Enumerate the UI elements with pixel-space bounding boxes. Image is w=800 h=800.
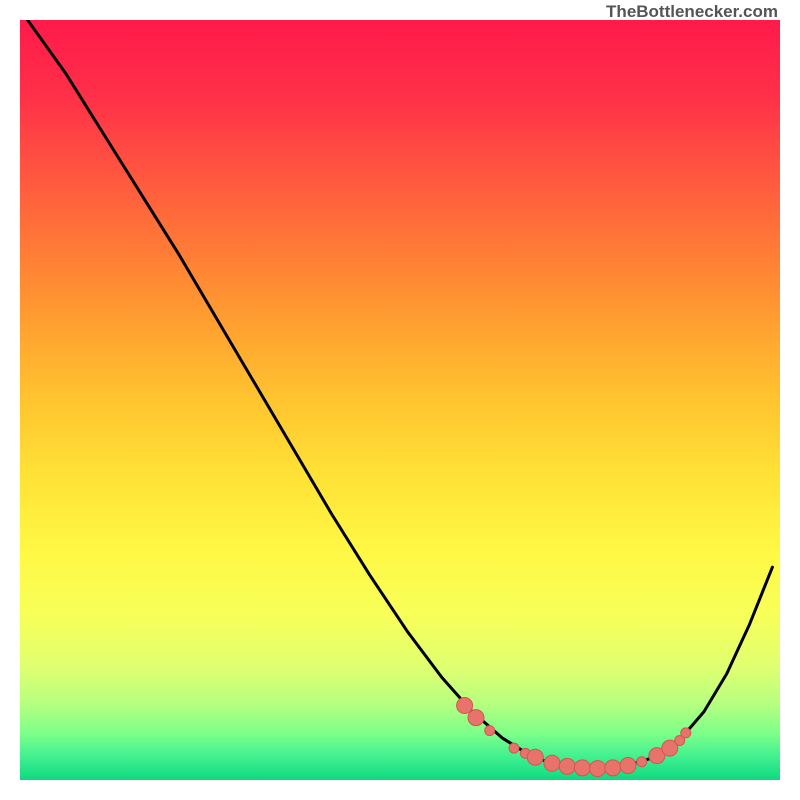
data-marker	[590, 761, 606, 777]
watermark-text: TheBottlenecker.com	[606, 2, 778, 22]
data-marker	[681, 728, 691, 738]
data-marker	[457, 698, 473, 714]
data-marker	[544, 755, 560, 771]
marker-group	[457, 698, 691, 777]
data-marker	[485, 726, 495, 736]
bottleneck-curve	[28, 20, 773, 769]
data-marker	[620, 758, 636, 774]
data-marker	[468, 710, 484, 726]
data-marker	[605, 760, 621, 776]
data-marker	[574, 760, 590, 776]
data-marker	[527, 749, 543, 765]
data-marker	[559, 758, 575, 774]
data-marker	[509, 743, 519, 753]
plot-area	[20, 20, 780, 780]
curve-layer	[20, 20, 780, 780]
chart-container: TheBottlenecker.com	[0, 0, 800, 800]
data-marker	[637, 757, 647, 767]
